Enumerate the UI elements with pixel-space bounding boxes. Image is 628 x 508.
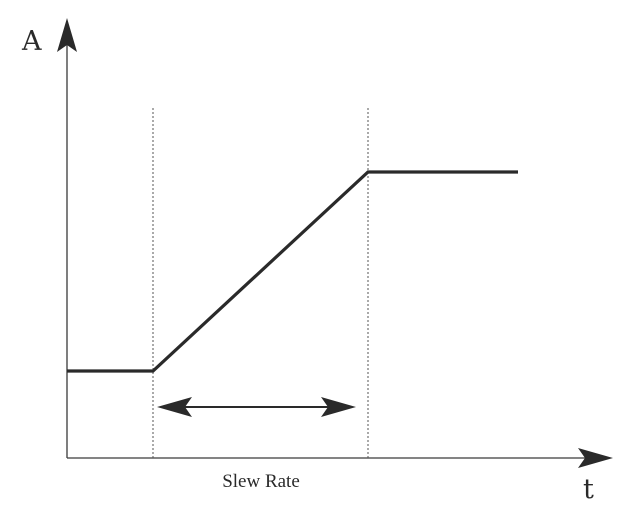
slew-rate-caption: Slew Rate: [222, 471, 300, 492]
y-axis-arrow-icon: [57, 18, 77, 52]
x-axis-arrow-icon: [578, 448, 613, 468]
span-arrow-right-icon: [321, 397, 356, 417]
span-arrow-left-icon: [157, 397, 192, 417]
y-axis-label: A: [21, 26, 42, 57]
signal-waveform: [67, 170, 518, 373]
x-axis-label: t: [583, 474, 594, 505]
